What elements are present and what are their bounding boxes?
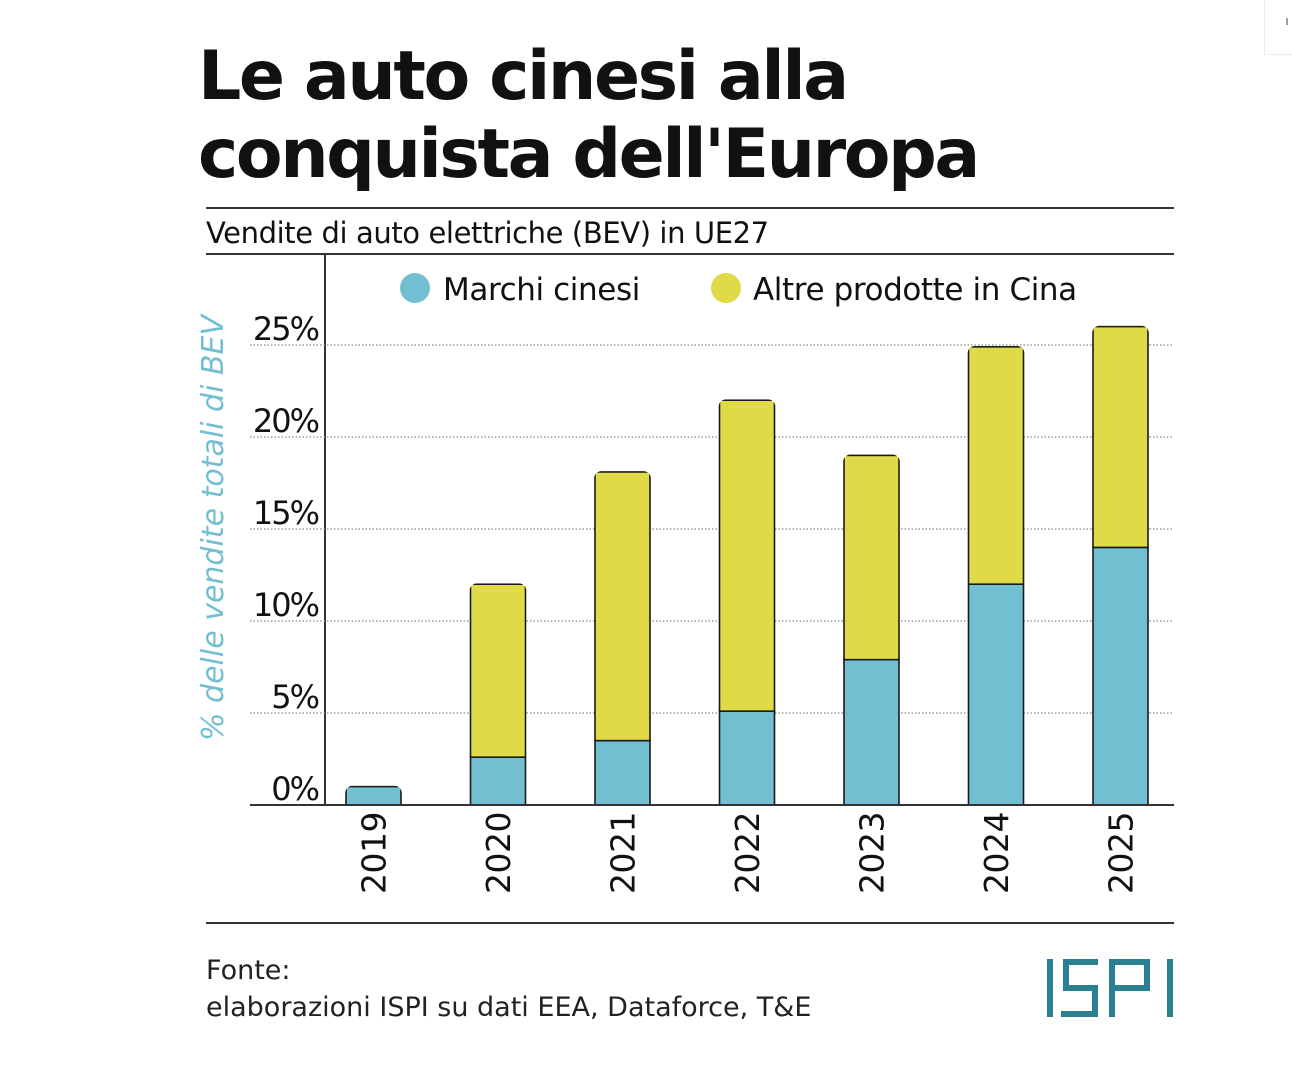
legend-label: Altre prodotte in Cina — [753, 272, 1077, 308]
x-tick-label: 2025 — [1102, 812, 1141, 894]
bar-segment — [469, 583, 527, 758]
x-tick-label: 2024 — [977, 812, 1016, 894]
gridlines — [250, 344, 1174, 714]
bars — [345, 325, 1149, 806]
y-tick-label: 25% — [253, 310, 319, 348]
bar-segment — [967, 346, 1025, 585]
x-tick-label: 2021 — [604, 812, 643, 894]
bar-segment — [345, 785, 402, 806]
bar-stack — [469, 583, 527, 806]
bar-segment — [718, 710, 776, 806]
chart-subtitle: Vendite di auto elettriche (BEV) in UE27 — [206, 216, 769, 250]
y-tick-label: 15% — [253, 494, 319, 532]
ispi-logo-letters — [1047, 959, 1173, 1017]
source-block: Fonte: elaborazioni ISPI su dati EEA, Da… — [206, 952, 811, 1026]
y-tick-label: 10% — [253, 586, 319, 624]
y-tick-labels: 0% 5% 10% 15% 20% 25% — [253, 310, 321, 808]
bar-segment — [594, 739, 651, 806]
corner-mark — [1264, 0, 1292, 55]
x-tick-label: 2023 — [853, 812, 892, 894]
legend-label: Marchi cinesi — [443, 272, 640, 308]
x-tick-labels: 2019 2020 2021 2022 2023 2024 2025 — [355, 812, 1141, 894]
stacked-bar-chart: Vendite di auto elettriche (BEV) in UE27… — [196, 207, 1174, 924]
legend-swatch — [400, 273, 430, 303]
bar-stack — [967, 346, 1025, 806]
x-tick-label: 2019 — [355, 812, 394, 894]
y-tick-label: 20% — [253, 402, 319, 440]
bar-segment — [594, 471, 651, 742]
bar-segment — [843, 454, 900, 661]
y-axis-label: % delle vendite totali di BEV — [196, 313, 231, 741]
bar-stack — [594, 471, 651, 806]
source-label: Fonte: — [206, 955, 291, 986]
corner-tick — [1286, 18, 1288, 25]
x-tick-label: 2020 — [479, 812, 518, 894]
bar-segment — [843, 658, 900, 806]
legend-swatch — [711, 273, 741, 303]
bar-stack — [1092, 325, 1149, 806]
source-text: elaborazioni ISPI su dati EEA, Dataforce… — [206, 992, 812, 1023]
y-tick-label: 5% — [271, 678, 318, 716]
legend: Marchi cinesi Altre prodotte in Cina — [400, 272, 1077, 308]
bar-stack — [718, 399, 776, 806]
bar-segment — [469, 756, 527, 806]
bar-stack — [345, 785, 402, 806]
ispi-logo — [1047, 959, 1173, 1017]
bar-segment — [1092, 325, 1149, 549]
bar-segment — [1092, 546, 1149, 806]
chart-title: Le auto cinesi alla conquista dell'Europ… — [198, 37, 980, 194]
bar-segment — [967, 583, 1025, 806]
x-tick-label: 2022 — [728, 812, 767, 894]
y-tick-label: 0% — [271, 770, 318, 808]
bar-stack — [843, 454, 900, 806]
bar-segment — [718, 399, 776, 712]
